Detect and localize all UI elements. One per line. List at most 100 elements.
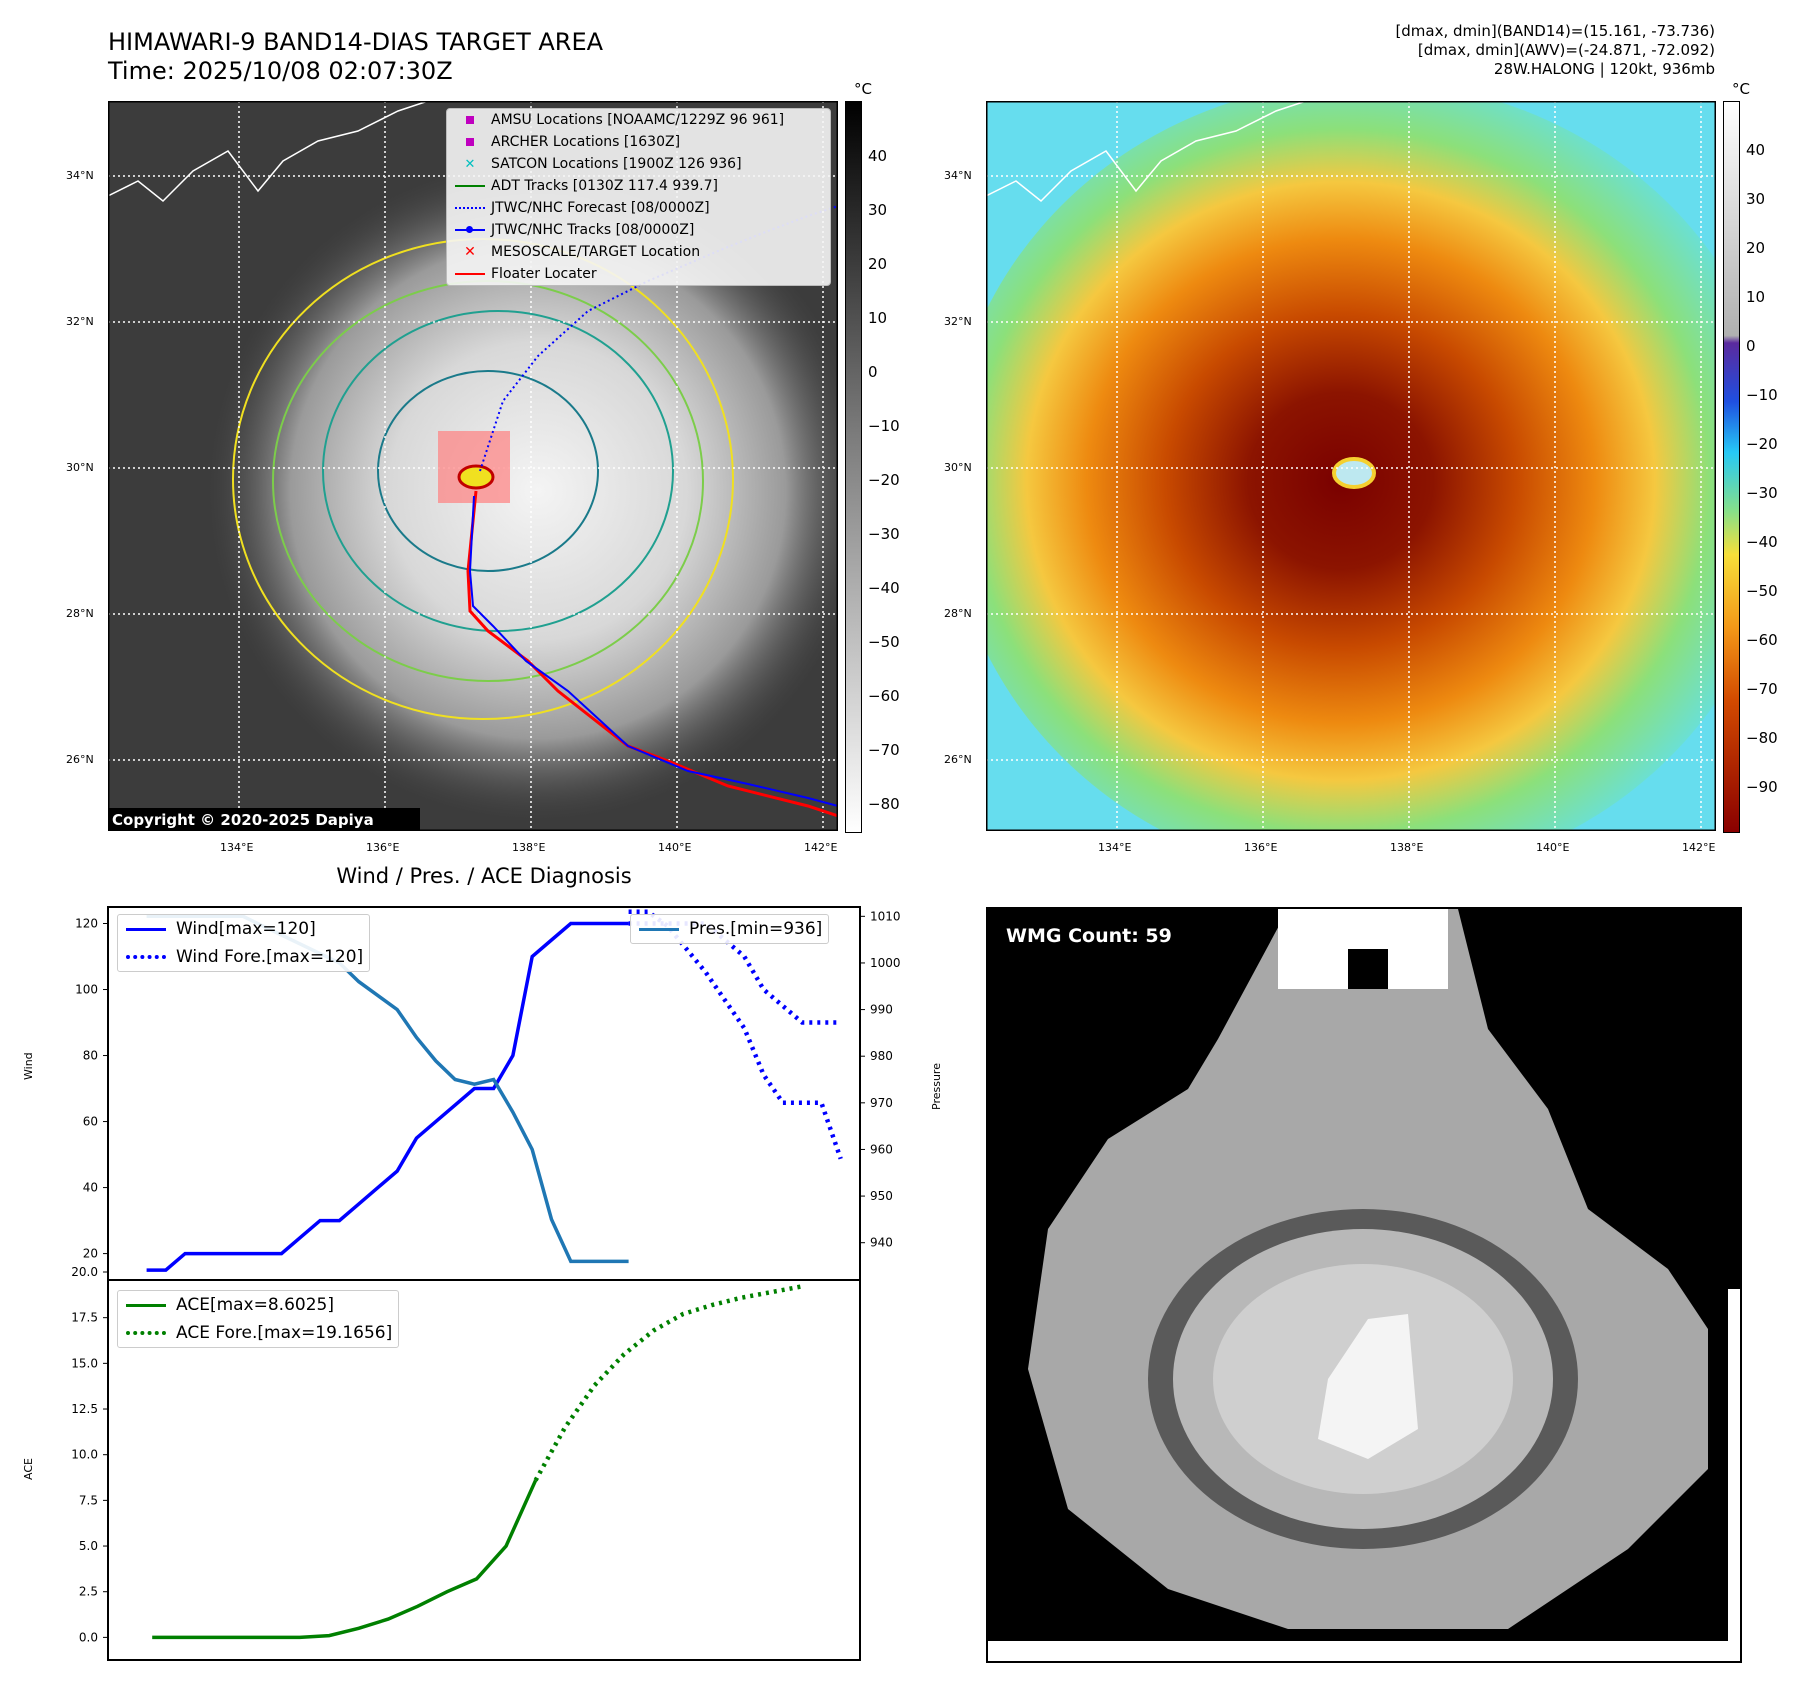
lon-label: 136°E	[1244, 841, 1278, 854]
lat-label: 30°N	[66, 461, 94, 474]
legend-item-tracks: JTWC/NHC Tracks [08/0000Z]	[447, 219, 830, 241]
ace-tick-label: 20.0	[71, 1265, 98, 1279]
colorbar-tick: 40	[1746, 141, 1766, 159]
colorbar-left	[845, 101, 862, 833]
pressure-axis-label: Pressure	[930, 1063, 943, 1110]
jtwc-track	[468, 495, 839, 807]
line-dot-icon	[453, 223, 487, 237]
colorbar-tick: −10	[868, 417, 900, 435]
lat-label: 26°N	[66, 753, 94, 766]
wind-tick-label: 100	[75, 983, 98, 997]
solid-line-icon	[455, 273, 485, 275]
lon-label: 140°E	[1536, 841, 1570, 854]
colorbar-tick: −90	[1746, 778, 1778, 796]
coastline	[107, 100, 429, 203]
lon-label: 142°E	[804, 841, 838, 854]
lon-label: 136°E	[366, 841, 400, 854]
pressure-tick-label: 950	[870, 1189, 893, 1203]
wind-tick-label: 80	[83, 1049, 98, 1063]
pressure-tick-label: 1010	[870, 909, 901, 923]
lat-label: 28°N	[944, 607, 972, 620]
dotted-line-icon	[126, 955, 166, 959]
enhanced-gridlines	[986, 101, 1716, 831]
colorbar-tick: −10	[1746, 386, 1778, 404]
pressure-tick-label: 940	[870, 1236, 893, 1250]
ace-tick-label: 17.5	[71, 1311, 98, 1325]
wmg-image	[988, 909, 1740, 1661]
enhanced-eye	[1332, 457, 1376, 489]
legend-label-archer: ARCHER Locations [1630Z]	[491, 134, 681, 150]
wind-legend: Wind[max=120] Wind Fore.[max=120]	[117, 914, 371, 972]
ace-tick-label: 5.0	[79, 1539, 98, 1553]
ace-tick-label: 15.0	[71, 1356, 98, 1370]
info-line-2: [dmax, dmin](AWV)=(-24.871, -72.092)	[1417, 41, 1715, 59]
colorbar-tick: −60	[868, 687, 900, 705]
legend-item-mesoscale: ✕ MESOSCALE/TARGET Location	[447, 241, 830, 263]
ace-axes: 0.0 2.5 5.0 7.5 10.0 12.5 15.0 17.5 20.0	[71, 1265, 802, 1644]
legend-item-pressure: Pres.[min=936]	[631, 915, 828, 943]
chart-title: Wind / Pres. / ACE Diagnosis	[336, 864, 632, 888]
legend-label-floater: Floater Locater	[491, 266, 597, 282]
ace-frame	[107, 1279, 861, 1661]
lon-label: 140°E	[658, 841, 692, 854]
colorbar-tick: −70	[868, 741, 900, 759]
colorbar-tick: −80	[868, 795, 900, 813]
enhanced-coastline	[985, 100, 1307, 203]
colorbar-tick: 30	[868, 201, 888, 219]
copyright-text: Copyright © 2020-2025 Dapiya	[112, 811, 374, 829]
solid-line-icon	[455, 185, 485, 187]
legend-item-wind-forecast: Wind Fore.[max=120]	[118, 943, 369, 971]
dotted-line-icon	[455, 207, 485, 209]
colorbar-left-ticks: 40 30 20 10 0 −10 −20 −30 −40 −50 −60 −7…	[868, 101, 908, 831]
colorbar-tick: 40	[868, 147, 888, 165]
colorbar-tick: −40	[1746, 533, 1778, 551]
legend-item-forecast: JTWC/NHC Forecast [08/0000Z]	[447, 197, 830, 219]
colorbar-tick: −40	[868, 579, 900, 597]
ace-tick-label: 0.0	[79, 1630, 98, 1644]
solid-line-icon	[639, 927, 679, 931]
pressure-tick-label: 1000	[870, 956, 901, 970]
pressure-tick-label: 980	[870, 1049, 893, 1063]
wind-tick-label: 40	[83, 1181, 98, 1195]
enhanced-map-frame	[985, 100, 1717, 832]
legend-item-amsu: AMSU Locations [NOAAMC/1229Z 96 961]	[447, 109, 830, 131]
colorbar-tick: 10	[868, 309, 888, 327]
info-line-3: 28W.HALONG | 120kt, 936mb	[1493, 60, 1715, 78]
title-line-1: HIMAWARI-9 BAND14-DIAS TARGET AREA	[108, 28, 604, 56]
lon-label: 134°E	[220, 841, 254, 854]
lon-label: 134°E	[1098, 841, 1132, 854]
square-marker-icon	[466, 116, 474, 124]
storm-info: [dmax, dmin](BAND14)=(15.161, -73.736) […	[1395, 22, 1715, 79]
legend-item-satcon: ✕ SATCON Locations [1900Z 126 936]	[447, 153, 830, 175]
enhanced-ir-panel	[946, 81, 1786, 881]
solid-line-icon	[126, 1303, 166, 1307]
colorbar-tick: −50	[1746, 582, 1778, 600]
colorbar-tick: 0	[868, 363, 878, 381]
figure-title: HIMAWARI-9 BAND14-DIAS TARGET AREA Time:…	[108, 28, 603, 86]
ace-tick-label: 7.5	[79, 1493, 98, 1507]
legend-item-floater: Floater Locater	[447, 263, 830, 285]
wmg-panel: WMG Count: 59	[986, 907, 1742, 1663]
wmg-white-base	[988, 1641, 1740, 1661]
ace-legend: ACE[max=8.6025] ACE Fore.[max=19.1656]	[117, 1290, 400, 1348]
legend-item-ace-forecast: ACE Fore.[max=19.1656]	[118, 1319, 398, 1347]
legend-label-satcon: SATCON Locations [1900Z 126 936]	[491, 156, 742, 172]
lat-label: 34°N	[944, 169, 972, 182]
legend-item-archer: ARCHER Locations [1630Z]	[447, 131, 830, 153]
colorbar-tick: 0	[1746, 337, 1756, 355]
wind-tick-label: 20	[83, 1247, 98, 1261]
colorbar-left-unit: °C	[854, 80, 872, 98]
legend-label-adt: ADT Tracks [0130Z 117.4 939.7]	[491, 178, 718, 194]
wmg-white-edge	[1728, 1289, 1740, 1661]
colorbar-tick: −80	[1746, 729, 1778, 747]
legend-label-amsu: AMSU Locations [NOAAMC/1229Z 96 961]	[491, 112, 785, 128]
legend-label-wind-forecast: Wind Fore.[max=120]	[176, 947, 364, 967]
contour-teal-inner	[377, 370, 599, 572]
eye	[457, 464, 495, 490]
ace-axis-label: ACE	[22, 1458, 35, 1480]
lon-label: 138°E	[1390, 841, 1424, 854]
cloud-shield	[208, 161, 868, 821]
legend-label-wind: Wind[max=120]	[176, 919, 316, 939]
ace-tick-label: 12.5	[71, 1402, 98, 1416]
colorbar-tick: 20	[868, 255, 888, 273]
